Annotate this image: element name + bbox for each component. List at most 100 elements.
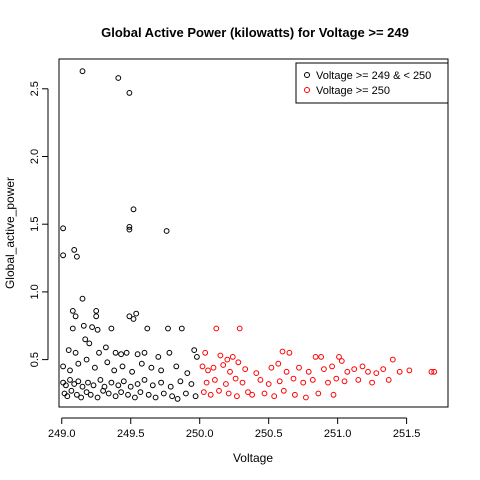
- data-point: [68, 387, 75, 394]
- data-point: [141, 377, 148, 383]
- data-point: [253, 370, 260, 377]
- data-point: [115, 75, 122, 81]
- data-point: [203, 379, 210, 386]
- x-tick-label: 249.0: [48, 428, 76, 440]
- data-point: [385, 377, 392, 383]
- data-point: [309, 377, 316, 383]
- data-point: [75, 360, 82, 367]
- data-point: [71, 381, 78, 387]
- y-tick-label: 0.5: [29, 352, 41, 367]
- data-point: [212, 377, 218, 383]
- data-point: [261, 390, 268, 397]
- data-point: [359, 363, 366, 370]
- data-point: [188, 381, 195, 387]
- data-point: [126, 90, 133, 96]
- data-point: [184, 370, 191, 377]
- data-point: [167, 383, 174, 390]
- data-point: [125, 391, 131, 398]
- data-points: [60, 68, 438, 402]
- data-point: [82, 336, 89, 343]
- data-point: [126, 226, 133, 233]
- data-point: [112, 393, 119, 400]
- data-point: [93, 313, 100, 320]
- data-point: [103, 344, 109, 351]
- data-point: [78, 394, 84, 401]
- data-point: [257, 377, 264, 383]
- y-tick-label: 1.5: [29, 217, 41, 232]
- data-point: [137, 389, 144, 396]
- data-point: [431, 368, 438, 375]
- plot-area: [58, 58, 449, 408]
- legend-marker-2: [304, 87, 310, 93]
- data-point: [145, 391, 152, 398]
- data-point: [213, 325, 220, 332]
- data-point: [130, 206, 137, 213]
- data-point: [79, 68, 86, 75]
- data-point: [94, 326, 101, 333]
- data-point: [71, 247, 78, 253]
- data-point: [112, 349, 119, 356]
- data-point: [83, 356, 90, 363]
- data-point: [351, 366, 358, 373]
- series-1: [60, 68, 200, 402]
- data-point: [64, 393, 71, 400]
- legend-marker-1: [304, 72, 310, 78]
- data-point: [202, 349, 209, 356]
- data-point: [207, 391, 214, 398]
- data-point: [333, 375, 340, 382]
- data-point: [396, 368, 403, 375]
- data-point: [93, 308, 100, 314]
- y-tick-label: 1.0: [29, 284, 41, 299]
- data-point: [94, 394, 101, 401]
- data-point: [130, 316, 137, 322]
- data-point: [60, 225, 66, 232]
- data-point: [321, 366, 327, 373]
- data-point: [60, 252, 66, 259]
- data-point: [283, 368, 290, 375]
- data-point: [134, 351, 141, 358]
- data-point: [239, 379, 246, 386]
- data-point: [224, 356, 231, 363]
- data-point: [163, 228, 170, 234]
- data-point: [191, 347, 198, 354]
- data-point: [318, 354, 325, 360]
- data-point: [115, 382, 122, 389]
- data-point: [67, 367, 73, 374]
- data-point: [194, 354, 200, 360]
- x-tick-label: 251.5: [393, 428, 421, 440]
- data-point: [380, 366, 387, 373]
- x-tick-label: 251.0: [324, 428, 352, 440]
- data-point: [75, 378, 82, 385]
- data-point: [329, 363, 336, 370]
- chart-title: Global Active Power (kilowatts) for Volt…: [101, 25, 409, 40]
- data-point: [296, 364, 302, 371]
- data-point: [369, 379, 376, 386]
- x-axis-label: Voltage: [233, 451, 273, 465]
- data-point: [344, 368, 351, 375]
- data-point: [336, 354, 342, 360]
- data-point: [365, 368, 371, 375]
- data-point: [341, 378, 348, 385]
- data-point: [280, 387, 287, 394]
- data-point: [105, 390, 112, 397]
- data-point: [119, 363, 126, 370]
- data-point: [127, 383, 134, 390]
- data-point: [223, 381, 229, 387]
- data-point: [292, 391, 298, 398]
- data-point: [217, 352, 224, 359]
- data-point: [92, 364, 98, 371]
- data-point: [265, 381, 272, 387]
- data-point: [111, 367, 118, 374]
- data-point: [312, 354, 319, 360]
- data-point: [300, 379, 307, 386]
- data-point: [100, 387, 106, 394]
- data-point: [200, 389, 207, 396]
- data-point: [303, 394, 309, 401]
- data-point: [126, 313, 133, 320]
- x-tick-label: 250.0: [186, 428, 214, 440]
- data-point: [236, 325, 243, 332]
- y-axis-label: Global_active_power: [3, 177, 17, 289]
- data-point: [63, 382, 69, 389]
- data-point: [227, 368, 233, 375]
- y-tick-label: 2.0: [29, 149, 41, 164]
